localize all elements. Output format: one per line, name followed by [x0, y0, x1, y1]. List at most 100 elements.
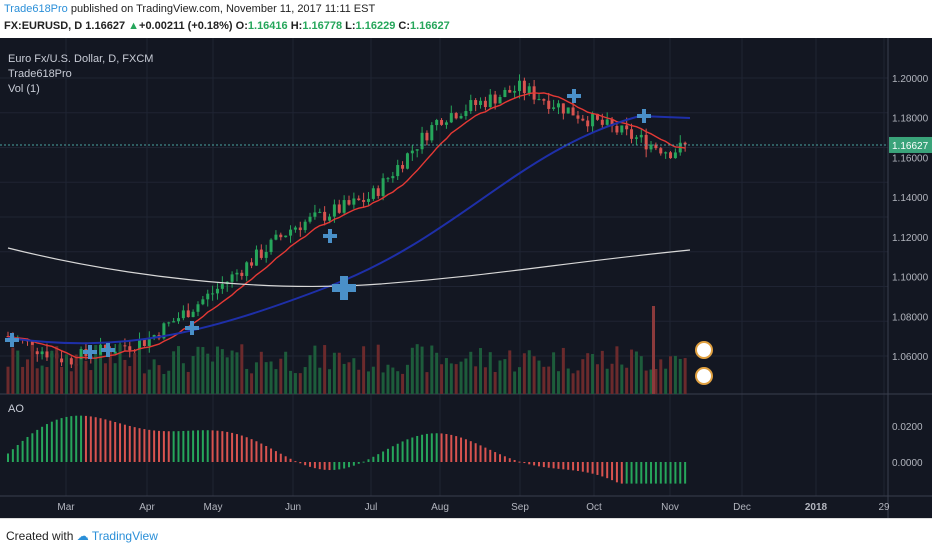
volume-bar: [410, 347, 414, 394]
volume-bar: [45, 367, 49, 394]
volume-bar: [547, 366, 551, 394]
ao-bar: [411, 437, 414, 462]
ao-bar: [333, 462, 336, 470]
legend-volume[interactable]: Vol (1): [8, 83, 40, 95]
volume-bar: [138, 349, 142, 394]
ao-bar: [167, 431, 170, 462]
ao-bar: [528, 462, 531, 465]
ao-bar: [640, 462, 643, 484]
ao-bar: [494, 452, 497, 462]
legend-indicator[interactable]: Trade618Pro: [8, 68, 72, 80]
ao-bar: [109, 420, 112, 462]
tradingview-brand[interactable]: TradingView: [91, 529, 158, 543]
volume-bar: [430, 345, 434, 394]
ao-bar: [547, 462, 550, 468]
ma-white-line: [7, 247, 691, 287]
volume-bar: [454, 364, 458, 394]
candle-body: [196, 304, 200, 312]
volume-bar: [391, 367, 395, 394]
candle-body: [357, 198, 361, 201]
volume-bar: [211, 361, 215, 394]
candle-body: [284, 235, 288, 238]
ao-bar: [533, 462, 536, 466]
volume-bar: [240, 344, 244, 394]
ao-bar: [523, 462, 526, 464]
candle-body: [576, 115, 580, 119]
ao-bar: [684, 462, 687, 484]
ao-bar: [435, 433, 438, 462]
volume-bar: [537, 360, 541, 394]
ao-bar: [138, 428, 141, 462]
candle-body: [328, 216, 332, 221]
volume-bar: [147, 369, 151, 394]
ao-bar: [630, 462, 633, 484]
volume-bar: [386, 364, 390, 394]
candle-body: [308, 216, 312, 222]
volume-bar: [591, 354, 595, 394]
ao-bar: [235, 434, 238, 462]
ao-bar: [270, 448, 273, 462]
author-link[interactable]: Trade618Pro: [4, 3, 68, 15]
ao-bar: [70, 416, 73, 462]
ao-bar: [279, 453, 282, 462]
volume-bar: [469, 351, 473, 394]
ao-bar: [484, 447, 487, 462]
ao-bar: [211, 430, 214, 462]
candle-body: [215, 288, 219, 294]
volume-bar: [381, 372, 385, 394]
ao-bar: [576, 462, 579, 471]
chart-area[interactable]: 1.16627 1.20000 1.18000 1.16000 1.14000 1.120…: [0, 38, 932, 518]
candle-body: [547, 100, 551, 109]
ao-bar: [386, 448, 389, 462]
ao-bar: [455, 436, 458, 462]
ao-bar: [75, 415, 78, 462]
ao-bar: [114, 421, 117, 462]
candle-body: [401, 165, 405, 169]
volume-bar: [181, 363, 185, 394]
ao-bar: [401, 441, 404, 462]
ao-bar: [357, 462, 360, 464]
candle-body: [581, 118, 585, 121]
volume-bar: [308, 355, 312, 394]
volume-bar: [279, 358, 283, 394]
ao-bar: [50, 421, 53, 462]
price-tick-label: 1.14000: [892, 193, 929, 204]
volume-bar: [678, 358, 682, 394]
candle-body: [152, 335, 156, 338]
candle-body: [659, 148, 663, 154]
volume-bar: [177, 346, 180, 394]
ao-bar: [196, 430, 199, 462]
ao-bar: [143, 429, 146, 462]
cross-marker: [101, 343, 115, 357]
ao-bar: [255, 441, 258, 462]
ao-bar: [260, 443, 263, 462]
volume-bar: [371, 366, 375, 394]
ao-bar: [596, 462, 599, 475]
candle-body: [625, 125, 629, 130]
price-chart[interactable]: 1.16627 1.20000 1.18000 1.16000 1.14000 1.120…: [0, 38, 932, 518]
volume-bar: [571, 373, 575, 394]
ao-bar: [581, 462, 584, 472]
cross-marker: [332, 276, 356, 300]
volume-bar: [60, 366, 64, 394]
volume-bar: [201, 347, 205, 394]
candle-body: [503, 89, 507, 97]
ao-bar: [94, 417, 97, 462]
candle-body: [425, 132, 429, 141]
candle-body: [318, 211, 322, 213]
volume-bar: [634, 351, 638, 394]
candle-body: [254, 249, 258, 266]
candle-body: [123, 345, 127, 347]
candle-body: [552, 107, 556, 109]
candle-body: [240, 272, 244, 276]
ao-bar: [479, 445, 482, 462]
volume-bar: [284, 351, 288, 394]
candle-body: [366, 198, 370, 202]
volume-bar: [498, 360, 502, 394]
ao-bar: [513, 459, 516, 462]
volume-bar: [513, 371, 517, 394]
candle-body: [396, 165, 400, 177]
volume-bar: [396, 371, 400, 394]
candle-body: [245, 262, 249, 276]
candle-body: [167, 322, 171, 324]
